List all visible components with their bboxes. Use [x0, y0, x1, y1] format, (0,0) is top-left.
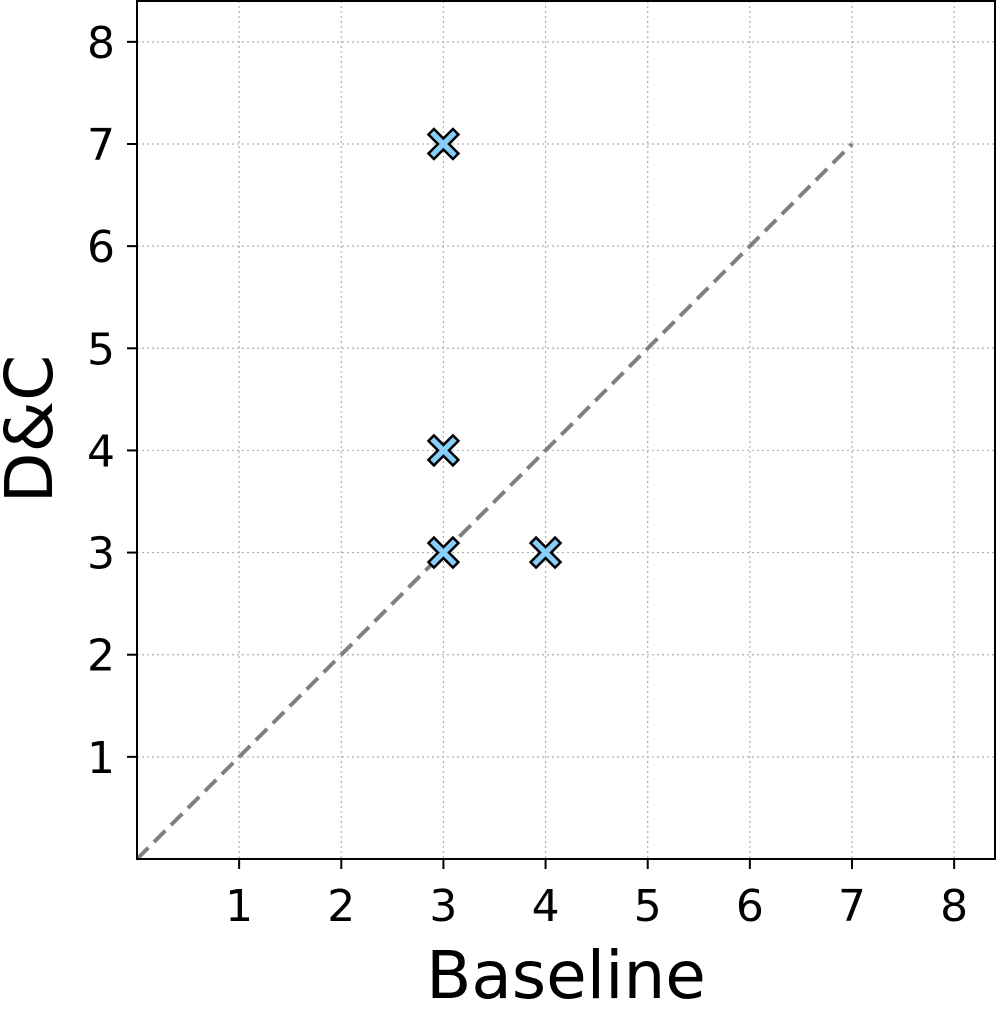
- data-points: [426, 127, 563, 570]
- data-point: [528, 535, 563, 570]
- x-tick-label: 7: [838, 881, 866, 932]
- x-tick-label: 4: [532, 881, 560, 932]
- x-tick-label: 8: [940, 881, 968, 932]
- y-axis-label: D&C: [0, 355, 68, 503]
- y-tick-label: 4: [87, 426, 115, 477]
- x-tick-label: 6: [736, 881, 764, 932]
- y-tick-label: 6: [87, 222, 115, 273]
- x-tick-label: 5: [634, 881, 662, 932]
- tick-marks: [127, 40, 956, 869]
- data-point: [426, 433, 461, 468]
- reference-line: [135, 142, 854, 861]
- x-tick-label: 3: [429, 881, 457, 932]
- y-tick-label: 5: [87, 324, 115, 375]
- grid: [137, 1, 995, 859]
- x-tick-label: 1: [225, 881, 253, 932]
- plot-frame: [136, 0, 996, 860]
- data-point: [426, 535, 461, 570]
- y-tick-label: 3: [87, 529, 115, 580]
- x-axis-label: Baseline: [426, 937, 706, 1014]
- y-tick-label: 7: [87, 120, 115, 171]
- y-tick-label: 8: [87, 18, 115, 69]
- x-tick-label: 2: [327, 881, 355, 932]
- y-tick-label: 1: [87, 733, 115, 784]
- y-tick-labels: 1 2 3 4 5 6 7 8: [87, 18, 115, 784]
- y-tick-label: 2: [87, 631, 115, 682]
- reference-line-group: [135, 142, 854, 861]
- data-point: [426, 127, 461, 161]
- x-tick-labels: 1 2 3 4 5 6 7 8: [225, 881, 968, 932]
